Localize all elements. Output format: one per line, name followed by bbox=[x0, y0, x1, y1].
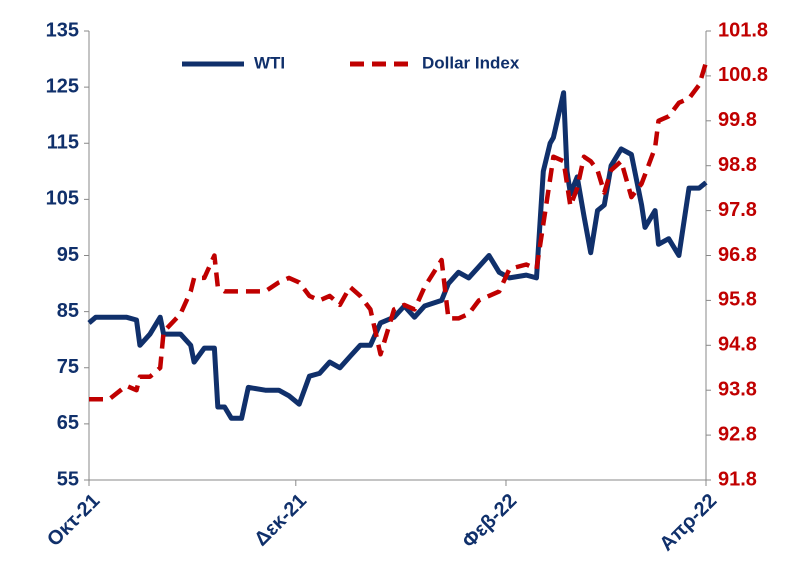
y2-tick-label: 96.8 bbox=[718, 244, 757, 266]
legend-label: Dollar Index bbox=[422, 53, 520, 72]
y-tick-label: 125 bbox=[46, 75, 79, 97]
y2-tick-label: 100.8 bbox=[718, 64, 768, 86]
y2-tick-label: 101.8 bbox=[718, 19, 768, 41]
y2-tick-label: 92.8 bbox=[718, 423, 757, 445]
y-tick-label: 55 bbox=[57, 468, 79, 490]
y-tick-label: 95 bbox=[57, 244, 79, 266]
y-tick-label: 115 bbox=[47, 132, 79, 154]
y-tick-label: 65 bbox=[57, 412, 79, 434]
x-tick-label: Φεβ-22 bbox=[458, 490, 521, 553]
y-tick-label: 105 bbox=[46, 188, 79, 210]
series-line bbox=[87, 90, 708, 421]
y-tick-label: 75 bbox=[57, 356, 79, 378]
y2-tick-label: 91.8 bbox=[718, 468, 757, 490]
y2-tick-label: 94.8 bbox=[718, 334, 757, 356]
x-tick-label: Απρ-22 bbox=[655, 490, 721, 556]
y2-tick-label: 93.8 bbox=[718, 378, 757, 400]
series-line bbox=[89, 61, 709, 402]
x-tick-label: Δεκ-21 bbox=[250, 490, 311, 551]
legend-label: WTI bbox=[254, 53, 285, 72]
y2-tick-label: 95.8 bbox=[718, 289, 757, 311]
y2-tick-label: 98.8 bbox=[718, 154, 757, 176]
y2-tick-label: 99.8 bbox=[718, 109, 757, 131]
y-tick-label: 85 bbox=[57, 300, 79, 322]
x-tick-label: Οκτ-21 bbox=[43, 490, 104, 551]
y2-tick-label: 97.8 bbox=[718, 199, 757, 221]
y-tick-label: 135 bbox=[46, 19, 79, 41]
